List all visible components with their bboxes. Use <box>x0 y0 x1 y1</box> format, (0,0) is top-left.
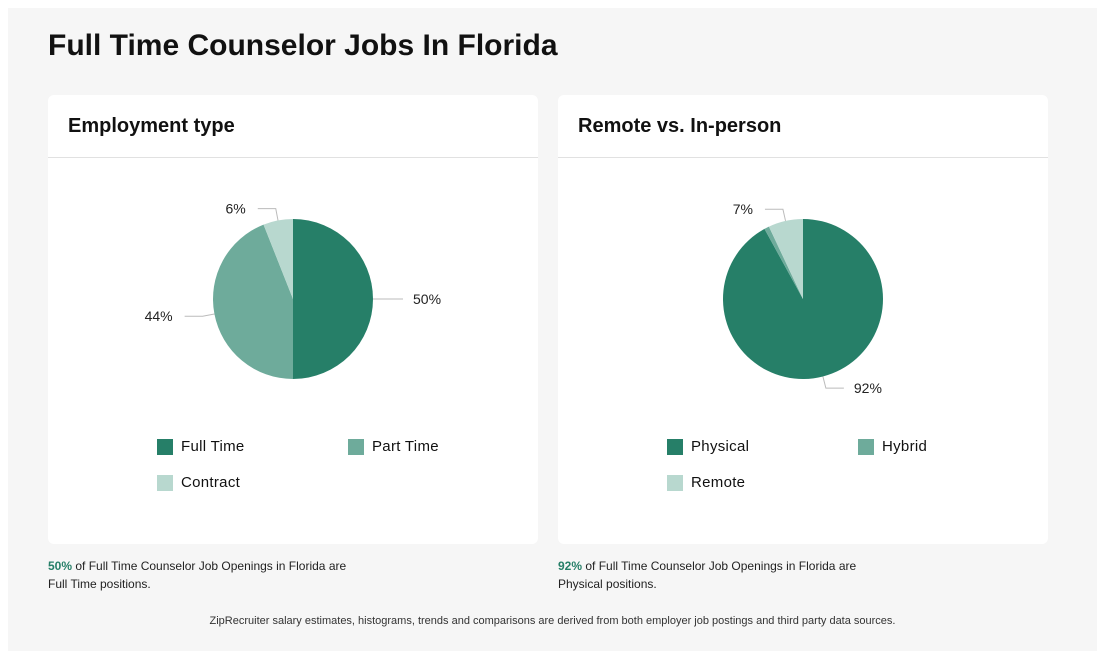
legend-item-part-time: Part Time <box>348 438 439 455</box>
legend-item-remote: Remote <box>667 474 745 491</box>
legend-swatch <box>157 438 173 455</box>
leader-line-part-time <box>184 313 215 317</box>
card-title: Remote vs. In-person <box>578 115 782 137</box>
leader-line-physical <box>822 376 844 389</box>
summary-text: of Full Time Counselor Job Openings in F… <box>582 559 857 573</box>
legend-swatch <box>157 474 173 491</box>
legend-item-hybrid: Hybrid <box>858 438 927 455</box>
legend-swatch <box>348 438 364 455</box>
legend-label: Remote <box>691 474 746 491</box>
data-label-contract: 6% <box>226 201 246 217</box>
legend-swatch <box>667 438 683 455</box>
employment-type-card: Employment type 50% 44% 6% Full Time Part T… <box>48 95 538 544</box>
pie-slice-full-time <box>293 219 373 379</box>
summary-text-line2: Physical positions. <box>558 577 657 591</box>
legend-item-full-time: Full Time <box>157 438 245 455</box>
card-header: Employment type <box>48 95 538 158</box>
leader-line-contract <box>257 208 279 221</box>
legend-label: Full Time <box>181 438 245 455</box>
legend-label: Part Time <box>372 438 439 455</box>
remote-vs-in-person-card: Remote vs. In-person 92% 7% Physical Hybri… <box>558 95 1048 544</box>
footnote: ZipRecruiter salary estimates, histogram… <box>209 615 896 627</box>
pie-slice-hybrid <box>764 226 803 299</box>
leader-line-remote <box>764 208 787 222</box>
data-label-physical: 92% <box>854 380 882 396</box>
summary-percent: 92% <box>558 559 583 573</box>
card-header: Remote vs. In-person <box>558 95 1048 158</box>
remote-summary: 92% of Full Time Counselor Job Openings … <box>558 557 878 593</box>
pie-slice-remote <box>768 219 803 299</box>
data-label-part-time: 44% <box>145 308 173 324</box>
card-title: Employment type <box>68 115 235 137</box>
legend-swatch <box>858 438 874 455</box>
page-frame: Full Time Counselor Jobs In Florida Empl… <box>8 8 1097 651</box>
legend-label: Hybrid <box>882 438 928 455</box>
pie-slice-contract <box>263 219 293 299</box>
summary-text: of Full Time Counselor Job Openings in F… <box>72 559 347 573</box>
page-title: Full Time Counselor Jobs In Florida <box>48 29 558 62</box>
pie-slice-part-time <box>213 224 293 379</box>
legend-swatch <box>667 474 683 491</box>
legend-label: Physical <box>691 438 750 455</box>
summary-percent: 50% <box>48 559 73 573</box>
data-label-full-time: 50% <box>413 291 441 307</box>
remote-vs-in-person-pie-chart: 92% 7% <box>723 201 883 396</box>
employment-type-pie-chart: 50% 44% 6% <box>145 201 441 379</box>
data-label-remote: 7% <box>733 201 753 217</box>
summary-text-line2: Full Time positions. <box>48 577 151 591</box>
employment-type-summary: 50% of Full Time Counselor Job Openings … <box>48 557 368 593</box>
legend-label: Contract <box>181 474 241 491</box>
legend-item-physical: Physical <box>667 438 749 455</box>
legend-item-contract: Contract <box>157 474 240 491</box>
